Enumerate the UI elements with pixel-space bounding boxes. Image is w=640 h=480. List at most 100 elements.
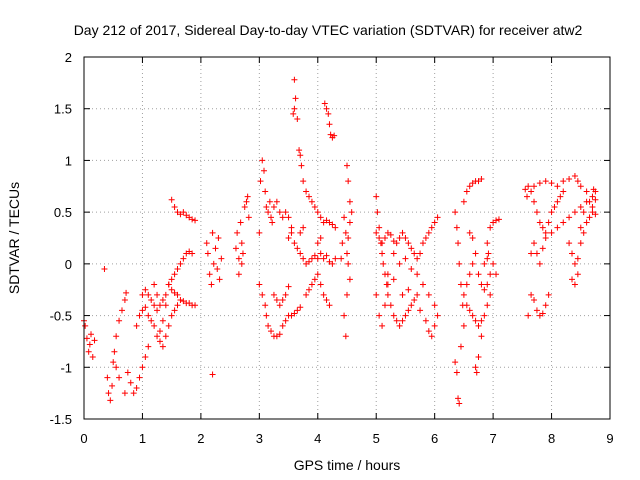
data-point <box>396 260 403 267</box>
data-point <box>311 203 318 210</box>
data-point <box>345 235 352 241</box>
data-point <box>481 312 488 319</box>
data-point <box>455 240 462 247</box>
data-point <box>387 302 394 309</box>
data-point <box>204 250 211 257</box>
data-point <box>282 209 289 216</box>
data-point <box>298 162 305 169</box>
data-point <box>238 260 245 267</box>
data-point <box>148 297 155 304</box>
data-point <box>276 302 283 309</box>
data-point <box>453 224 460 231</box>
data-point <box>256 229 263 236</box>
data-point <box>123 289 130 296</box>
data-point <box>384 271 391 278</box>
data-point <box>554 198 561 205</box>
data-point <box>168 312 175 319</box>
data-point <box>417 307 424 314</box>
data-point <box>475 353 482 360</box>
data-points <box>81 76 599 407</box>
data-point <box>531 183 538 190</box>
data-point <box>466 229 473 236</box>
data-point <box>452 209 459 216</box>
data-point <box>294 245 301 252</box>
data-point <box>314 271 321 278</box>
data-point <box>548 209 555 216</box>
data-point <box>574 255 581 262</box>
data-point <box>121 297 128 304</box>
data-point <box>536 180 543 187</box>
data-point <box>586 198 593 205</box>
data-point <box>493 271 500 278</box>
data-point <box>571 260 578 267</box>
data-point <box>405 307 412 314</box>
data-point <box>393 317 400 324</box>
data-point <box>344 250 350 257</box>
data-point <box>177 260 184 267</box>
data-point <box>300 255 307 262</box>
data-point <box>273 297 280 304</box>
data-point <box>379 322 386 329</box>
data-point <box>162 302 169 309</box>
data-point <box>586 214 593 221</box>
data-point <box>214 266 221 273</box>
data-point <box>118 307 125 314</box>
data-point <box>288 229 295 236</box>
data-point <box>431 219 438 226</box>
data-point <box>569 250 576 257</box>
data-point <box>525 312 532 319</box>
data-point <box>589 203 596 210</box>
data-point <box>484 240 491 247</box>
y-tick-label: 0 <box>65 257 72 272</box>
data-point <box>390 312 397 319</box>
data-point <box>384 291 391 298</box>
data-point <box>341 214 348 221</box>
data-point <box>234 229 241 236</box>
data-point <box>162 333 169 340</box>
data-point <box>116 374 123 381</box>
data-point <box>308 281 315 288</box>
data-point <box>136 374 143 381</box>
data-point <box>86 341 93 348</box>
data-point <box>408 302 415 309</box>
data-point <box>414 291 421 298</box>
data-point <box>241 203 248 210</box>
data-point <box>495 216 502 223</box>
data-point <box>542 178 549 185</box>
data-point <box>344 162 350 169</box>
data-point <box>577 240 584 247</box>
data-point <box>165 281 172 288</box>
data-point <box>457 281 464 288</box>
data-point <box>291 76 298 83</box>
data-point <box>528 291 535 298</box>
data-point <box>466 307 473 314</box>
data-point <box>346 219 353 226</box>
data-point <box>344 291 350 298</box>
data-point <box>376 224 383 231</box>
data-point <box>259 157 266 164</box>
data-point <box>434 312 441 319</box>
data-point <box>162 291 169 298</box>
data-point <box>566 240 573 247</box>
data-point <box>393 240 400 247</box>
y-tick-label: 1.5 <box>54 102 72 117</box>
data-point <box>297 152 304 159</box>
data-point <box>411 297 418 304</box>
y-tick-label: -1.5 <box>50 412 72 427</box>
data-point <box>279 214 286 221</box>
data-point <box>127 379 134 386</box>
data-point <box>329 221 336 228</box>
data-point <box>113 364 120 371</box>
data-point <box>130 390 137 397</box>
data-point <box>381 235 388 241</box>
data-point <box>326 302 333 309</box>
x-tick-label: 7 <box>489 431 496 446</box>
data-point <box>285 214 292 221</box>
data-point <box>373 229 380 236</box>
plot-frame <box>83 56 611 420</box>
data-point <box>425 291 432 298</box>
data-point <box>133 384 140 391</box>
data-point <box>154 291 161 298</box>
data-point <box>323 105 330 112</box>
data-point <box>428 333 435 340</box>
